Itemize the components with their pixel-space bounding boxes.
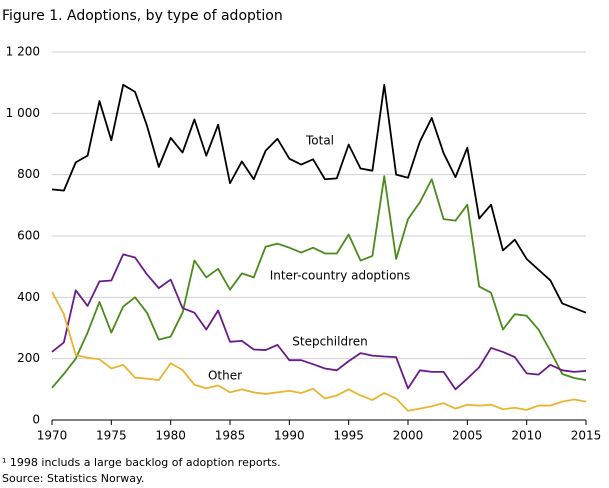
- x-tick-label: 2010: [511, 429, 542, 443]
- x-tick-label: 1990: [274, 429, 305, 443]
- x-tick-label: 2015: [571, 429, 602, 443]
- x-tick-label: 2000: [393, 429, 424, 443]
- y-tick-label: 1 000: [6, 106, 40, 120]
- x-tick-label: 1970: [37, 429, 68, 443]
- series-label: Total: [305, 134, 334, 148]
- y-tick-label: 400: [17, 290, 40, 304]
- source: Source: Statistics Norway.: [2, 472, 144, 485]
- series-line: [51, 253, 587, 391]
- y-tick-label: 0: [32, 413, 40, 427]
- x-tick-label: 1975: [96, 429, 127, 443]
- chart-title: Figure 1. Adoptions, by type of adoption: [2, 8, 283, 24]
- series-line: [51, 291, 587, 412]
- x-tick-label: 2005: [452, 429, 483, 443]
- x-tick-label: 1995: [333, 429, 364, 443]
- y-tick-label: 200: [17, 351, 40, 365]
- y-tick-label: 1 200: [6, 45, 40, 59]
- x-tick-label: 1980: [155, 429, 186, 443]
- footnote: ¹ 1998 includs a large backlog of adopti…: [2, 456, 281, 469]
- series-line: [51, 175, 587, 389]
- series-label: Inter-country adoptions: [270, 269, 411, 283]
- series-label: Stepchildren: [292, 335, 367, 349]
- x-tick-label: 1985: [215, 429, 246, 443]
- y-tick-label: 800: [17, 167, 40, 181]
- series-label: Other: [208, 369, 242, 383]
- y-tick-label: 600: [17, 229, 40, 243]
- series-line: [51, 83, 587, 314]
